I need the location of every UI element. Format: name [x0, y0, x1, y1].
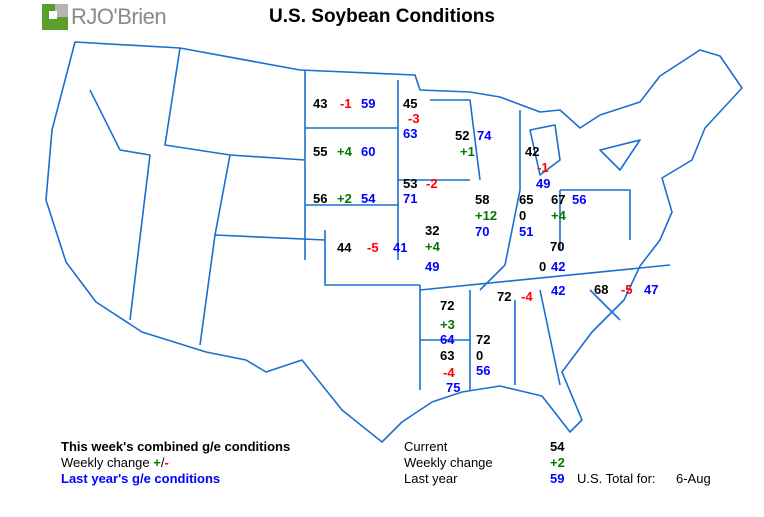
oh-current: 67 — [551, 192, 566, 207]
ky-current: 70 — [550, 239, 565, 254]
ky-last-year: 42 — [551, 259, 566, 274]
ks-last-year: 41 — [393, 240, 408, 255]
mn-current: 45 — [403, 96, 418, 111]
ne-change: +2 — [337, 191, 352, 206]
la-last-year: 75 — [446, 380, 461, 395]
ia-change: -2 — [426, 176, 438, 191]
tn-change: -4 — [521, 289, 533, 304]
us-outline — [45, 41, 743, 443]
mi-last-year: 49 — [536, 176, 551, 191]
nc-current: 68 — [594, 282, 609, 297]
ms-change: 0 — [476, 348, 484, 363]
mi-change: -1 — [537, 160, 549, 175]
la-current: 63 — [440, 348, 455, 363]
ks-change: -5 — [367, 240, 379, 255]
mo-last-year: 49 — [425, 259, 440, 274]
la-change: -4 — [443, 365, 455, 380]
mi-current: 42 — [525, 144, 540, 159]
il-change: +12 — [475, 208, 498, 223]
il-current: 58 — [475, 192, 490, 207]
sd-change: +4 — [337, 144, 352, 159]
mn-last-year: 63 — [403, 126, 418, 141]
legend-minus: - — [164, 455, 169, 470]
in-change: 0 — [519, 208, 527, 223]
total-change-label: Weekly change — [404, 455, 493, 470]
ms-last-year: 56 — [476, 363, 491, 378]
wi-change: +1 — [460, 144, 475, 159]
nd-current: 43 — [313, 96, 328, 111]
sd-last-year: 60 — [361, 144, 376, 159]
ar-last-year: 64 — [440, 332, 455, 347]
mo-change: +4 — [425, 239, 440, 254]
page-title: U.S. Soybean Conditions — [269, 6, 495, 27]
nd-change: -1 — [340, 96, 352, 111]
legend-last-year: Last year's g/e conditions — [61, 471, 221, 486]
ms-current: 72 — [476, 332, 491, 347]
sd-current: 55 — [313, 144, 328, 159]
nc-last-year: 47 — [644, 282, 659, 297]
great-lakes — [529, 124, 641, 176]
ia-last-year: 71 — [403, 191, 418, 206]
ky-change: 0 — [539, 259, 547, 274]
legend-current: This week's combined g/e conditions — [61, 439, 291, 454]
wi-last-year: 74 — [477, 128, 492, 143]
legend-change-label: Weekly change — [61, 455, 154, 470]
tn-last-year: 42 — [551, 283, 566, 298]
total-current-label: Current — [404, 439, 448, 454]
ia-current: 53 — [403, 176, 418, 191]
nd-last-year: 59 — [361, 96, 376, 111]
mn-change: -3 — [408, 111, 420, 126]
il-last-year: 70 — [475, 224, 490, 239]
wi-current: 52 — [455, 128, 470, 143]
state-lines — [89, 47, 671, 390]
total-date: 6-Aug — [676, 471, 711, 486]
rjo-brien-logo: RJO'Brien — [42, 4, 167, 30]
total-current-value: 54 — [550, 439, 565, 454]
mo-current: 32 — [425, 223, 440, 238]
logo-text: RJO'Brien — [71, 4, 167, 29]
total-last-year-value: 59 — [550, 471, 565, 486]
oh-change: +4 — [551, 208, 566, 223]
total-change-value: +2 — [550, 455, 565, 470]
legend-slash: / — [160, 455, 165, 470]
ar-change: +3 — [440, 317, 455, 332]
ks-current: 44 — [337, 240, 352, 255]
ne-current: 56 — [313, 191, 328, 206]
ar-current: 72 — [440, 298, 455, 313]
total-label: U.S. Total for: — [577, 471, 656, 486]
legend-change: Weekly change +/- — [61, 455, 169, 471]
in-last-year: 51 — [519, 224, 534, 239]
ne-last-year: 54 — [361, 191, 376, 206]
total-last-year-label: Last year — [404, 471, 458, 486]
legend-plus: + — [153, 455, 161, 470]
in-current: 65 — [519, 192, 534, 207]
tn-current: 72 — [497, 289, 512, 304]
logo-mark-icon — [42, 4, 68, 30]
nc-change: -5 — [621, 282, 633, 297]
oh-last-year: 56 — [572, 192, 587, 207]
